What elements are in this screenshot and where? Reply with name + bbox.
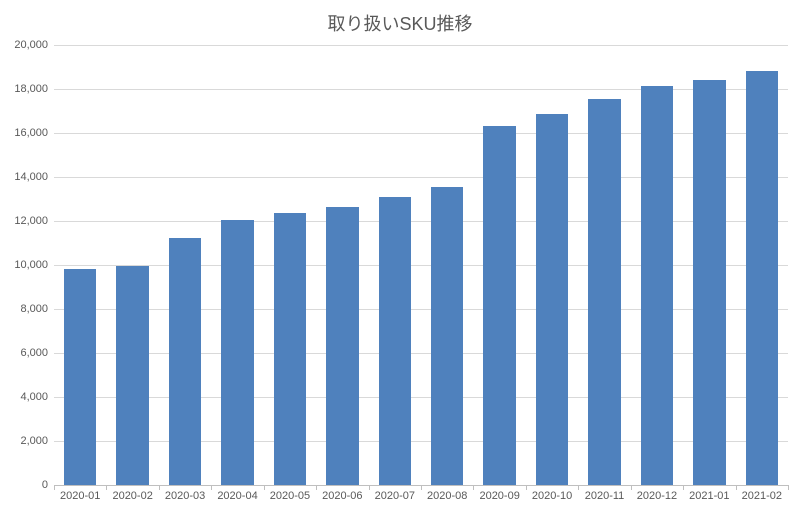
gridline xyxy=(54,353,788,354)
x-tick xyxy=(788,485,789,490)
gridline xyxy=(54,45,788,46)
chart-title: 取り扱いSKU推移 xyxy=(0,10,800,36)
x-tick-label: 2020-08 xyxy=(427,490,467,502)
x-tick xyxy=(54,485,55,490)
bar xyxy=(274,213,307,485)
bar xyxy=(221,220,254,485)
x-tick xyxy=(526,485,527,490)
x-tick-label: 2020-01 xyxy=(60,490,100,502)
gridline xyxy=(54,133,788,134)
x-tick-label: 2020-09 xyxy=(479,490,519,502)
x-tick xyxy=(316,485,317,490)
plot-area xyxy=(54,45,788,485)
bar xyxy=(641,86,674,485)
x-tick-label: 2020-12 xyxy=(637,490,677,502)
y-tick-label: 6,000 xyxy=(20,347,48,359)
x-tick xyxy=(106,485,107,490)
gridline xyxy=(54,309,788,310)
y-tick-label: 16,000 xyxy=(14,127,48,139)
y-tick-label: 0 xyxy=(42,479,48,491)
x-tick-label: 2020-07 xyxy=(375,490,415,502)
x-tick-label: 2020-11 xyxy=(585,490,625,502)
x-tick-label: 2020-10 xyxy=(532,490,572,502)
gridline xyxy=(54,177,788,178)
bar xyxy=(746,71,779,485)
x-tick-label: 2020-06 xyxy=(322,490,362,502)
x-tick xyxy=(631,485,632,490)
gridline xyxy=(54,89,788,90)
gridline xyxy=(54,441,788,442)
bar xyxy=(483,126,516,485)
y-tick-label: 2,000 xyxy=(20,435,48,447)
bar xyxy=(379,197,412,485)
x-tick xyxy=(159,485,160,490)
gridline xyxy=(54,221,788,222)
x-tick-label: 2021-01 xyxy=(689,490,729,502)
y-tick-label: 20,000 xyxy=(14,39,48,51)
bar xyxy=(431,187,464,485)
bar xyxy=(326,207,359,485)
x-tick-label: 2021-02 xyxy=(742,490,782,502)
x-tick xyxy=(369,485,370,490)
y-tick-label: 8,000 xyxy=(20,303,48,315)
x-tick xyxy=(211,485,212,490)
x-tick xyxy=(578,485,579,490)
bar xyxy=(693,80,726,485)
x-tick-label: 2020-03 xyxy=(165,490,205,502)
y-tick-label: 14,000 xyxy=(14,171,48,183)
y-tick-label: 4,000 xyxy=(20,391,48,403)
x-tick xyxy=(473,485,474,490)
bar xyxy=(116,266,149,485)
x-tick xyxy=(736,485,737,490)
x-tick-label: 2020-02 xyxy=(112,490,152,502)
x-tick xyxy=(421,485,422,490)
y-tick-label: 12,000 xyxy=(14,215,48,227)
x-tick xyxy=(264,485,265,490)
bar xyxy=(536,114,569,485)
bar xyxy=(169,238,202,486)
y-tick-label: 18,000 xyxy=(14,83,48,95)
x-tick xyxy=(683,485,684,490)
gridline xyxy=(54,397,788,398)
x-tick-label: 2020-05 xyxy=(270,490,310,502)
bar xyxy=(64,269,97,485)
sku-chart: 取り扱いSKU推移 0 2,000 4,000 6,000 8,000 10,000 12,… xyxy=(0,0,800,525)
y-tick-label: 10,000 xyxy=(14,259,48,271)
bar xyxy=(588,99,621,485)
gridline xyxy=(54,265,788,266)
x-tick-label: 2020-04 xyxy=(217,490,257,502)
